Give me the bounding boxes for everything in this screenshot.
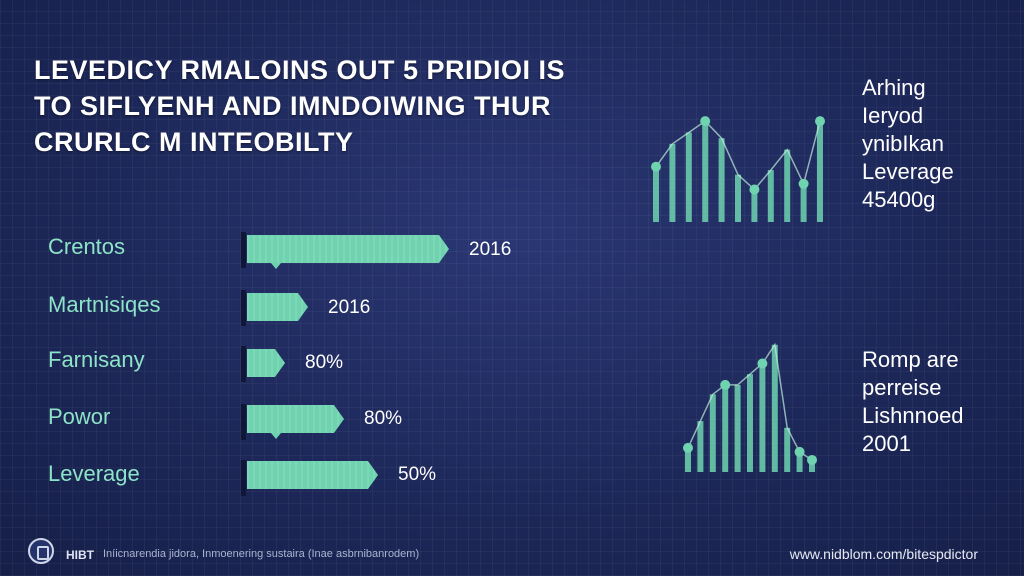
lower-spark-line bbox=[687, 342, 813, 461]
upper-spark-bar-7 bbox=[751, 189, 758, 222]
lower-spark-bar-6 bbox=[747, 374, 753, 472]
upper-spark-bar-9 bbox=[784, 149, 791, 222]
bar-notch-1 bbox=[271, 263, 281, 269]
brand-logo-icon bbox=[28, 538, 54, 564]
upper-spark-bar-5 bbox=[718, 138, 725, 222]
bar-value-3: 80% bbox=[305, 352, 344, 373]
upper-spark-bar-8 bbox=[767, 170, 774, 222]
side-upper-line-2: Ieryod bbox=[862, 103, 924, 128]
headline-line-2: TO SIFLYENH AND IMNDOIWING THUR bbox=[34, 91, 552, 121]
lower-spark-dot-11 bbox=[807, 454, 817, 465]
category-label-4: Powor bbox=[48, 404, 111, 429]
lower-spark-bar-11 bbox=[809, 459, 815, 472]
category-label-5: Leverage bbox=[48, 461, 140, 486]
side-lower-line-1: Romp are bbox=[862, 347, 959, 372]
footer-brand: HIBT bbox=[66, 548, 94, 562]
upper-spark-bar-10 bbox=[800, 183, 807, 222]
upper-spark-dot-11 bbox=[815, 116, 825, 127]
side-upper-line-1: Arhing bbox=[862, 75, 926, 100]
lower-spark-bar-9 bbox=[784, 427, 791, 472]
bar-3 bbox=[247, 349, 285, 377]
category-label-2: Martnisiqes bbox=[48, 292, 161, 317]
lower-spark-bar-3 bbox=[709, 394, 716, 472]
bar-1 bbox=[247, 235, 449, 263]
lower-spark-dot-10 bbox=[794, 446, 805, 457]
upper-spark-bar-2 bbox=[669, 143, 676, 222]
side-upper-line-3: ynibIkan bbox=[862, 131, 944, 156]
lower-spark-dot-7 bbox=[757, 358, 768, 369]
side-upper-line-4: Leverage bbox=[862, 159, 954, 184]
upper-spark-dot-10 bbox=[798, 178, 809, 189]
lower-spark-bar-5 bbox=[734, 384, 741, 472]
side-upper-line-5: 45400g bbox=[862, 187, 936, 212]
headline-line-1: LEVEDICY RMALOINS OUT 5 PRIDIOI IS bbox=[34, 55, 566, 85]
side-lower-line-4: 2001 bbox=[862, 431, 911, 456]
sparkline-upper bbox=[651, 116, 825, 222]
side-lower-line-2: perreise bbox=[862, 375, 942, 400]
upper-spark-dot-1 bbox=[651, 161, 661, 172]
bar-4 bbox=[247, 405, 344, 433]
bar-notch-4 bbox=[271, 433, 281, 439]
footer-tagline: Iníicnarendia jidora, Inmoenering sustai… bbox=[103, 548, 420, 560]
bar-value-5: 50% bbox=[398, 464, 437, 485]
lower-spark-dot-4 bbox=[720, 379, 731, 390]
upper-spark-bar-11 bbox=[817, 121, 823, 222]
bar-axis bbox=[241, 232, 247, 496]
lower-spark-bar-2 bbox=[697, 421, 704, 472]
lower-spark-bar-4 bbox=[722, 384, 729, 472]
lower-spark-dot-1 bbox=[683, 442, 693, 453]
footer-url-link[interactable]: www.nidblom.com/bitespdictor bbox=[789, 546, 978, 562]
lower-spark-bar-7 bbox=[759, 363, 766, 472]
category-label-1: Crentos bbox=[48, 234, 126, 259]
upper-spark-dot-7 bbox=[749, 184, 760, 195]
upper-spark-bar-6 bbox=[735, 174, 741, 222]
side-lower-line-3: Lishnnoed bbox=[862, 403, 964, 428]
sparkline-lower bbox=[683, 342, 817, 472]
bar-value-2: 2016 bbox=[328, 297, 371, 318]
lower-spark-bar-10 bbox=[796, 451, 803, 472]
side-note-upper: Arhing Ieryod ynibIkan Leverage 45400g bbox=[862, 74, 954, 214]
side-note-lower: Romp are perreise Lishnnoed 2001 bbox=[862, 346, 964, 458]
lower-spark-bar-1 bbox=[685, 447, 691, 472]
bar-2 bbox=[247, 293, 308, 321]
bar-value-1: 2016 bbox=[469, 239, 512, 260]
upper-spark-bar-3 bbox=[685, 132, 692, 222]
headline-line-3: CRURLC M INTEOBILTY bbox=[34, 127, 354, 157]
headline: LEVEDICY RMALOINS OUT 5 PRIDIOI IS TO SI… bbox=[34, 52, 594, 160]
bar-value-4: 80% bbox=[364, 408, 403, 429]
upper-spark-dot-4 bbox=[700, 116, 711, 127]
upper-spark-bar-1 bbox=[653, 166, 659, 222]
upper-spark-bar-4 bbox=[702, 121, 709, 222]
lower-spark-bar-8 bbox=[771, 344, 778, 472]
upper-spark-line bbox=[655, 120, 821, 191]
bar-5 bbox=[247, 461, 378, 489]
category-label-3: Farnisany bbox=[48, 347, 145, 372]
